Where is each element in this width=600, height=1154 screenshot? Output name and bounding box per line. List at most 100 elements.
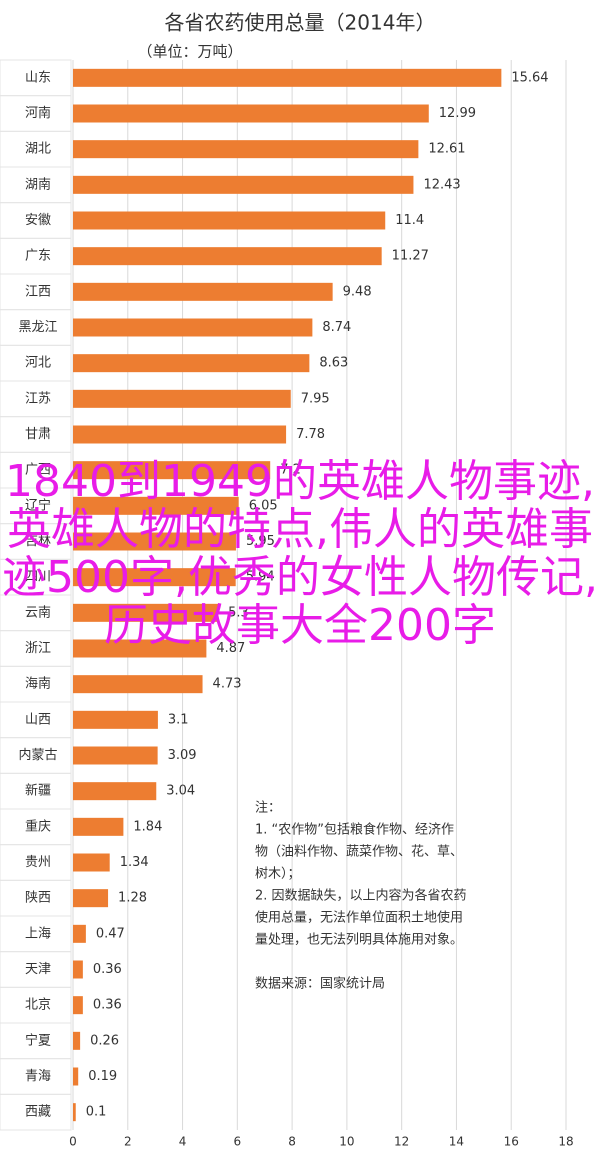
note-line: 量处理，也无法列明具体施用对象。 — [255, 933, 463, 948]
y-tick-label: 辽宁 — [25, 497, 51, 513]
y-tick-label: 江西 — [25, 284, 51, 299]
value-label: 11.27 — [392, 249, 429, 264]
note-line: 物（油料作物、蔬菜作物、花、草、 — [255, 844, 463, 860]
value-label: 11.4 — [395, 213, 424, 228]
y-tick-label: 上海 — [25, 926, 51, 941]
note-line: 树木）； — [255, 867, 301, 882]
value-label: 0.26 — [90, 1033, 119, 1048]
value-label: 0.36 — [93, 962, 122, 977]
bar — [73, 817, 124, 836]
bar — [73, 140, 419, 159]
bar — [73, 318, 313, 337]
y-tick-label: 山东 — [25, 70, 51, 85]
value-label: 1.84 — [133, 819, 162, 834]
bar — [73, 68, 502, 87]
value-label: 7.78 — [296, 427, 325, 442]
value-label: 0.47 — [96, 926, 125, 941]
x-tick-label: 14 — [449, 1135, 464, 1149]
y-tick-label: 云南 — [25, 604, 51, 620]
chart-title: 各省农药使用总量（2014年） — [165, 11, 436, 35]
value-label: 3.1 — [168, 712, 189, 727]
value-label: 1.28 — [118, 891, 147, 906]
y-tick-label: 河北 — [25, 356, 51, 371]
y-tick-label: 天津 — [25, 962, 51, 977]
value-label: 3.09 — [168, 748, 197, 763]
x-tick-label: 10 — [339, 1135, 354, 1149]
bar — [73, 960, 83, 979]
bar — [73, 675, 203, 694]
bar — [73, 746, 158, 765]
y-tick-label: 北京 — [25, 998, 51, 1013]
y-tick-label: 陕西 — [25, 891, 51, 906]
y-tick-label: 广西 — [25, 463, 51, 478]
value-label: 5.94 — [246, 570, 275, 585]
bar — [73, 996, 83, 1015]
note-line: 2. 因数据缺失，以上内容为各省农药 — [255, 888, 467, 904]
y-tick-label: 贵州 — [25, 855, 51, 870]
value-label: 5.95 — [246, 534, 275, 549]
x-tick-label: 16 — [504, 1135, 519, 1149]
x-tick-label: 18 — [558, 1135, 573, 1149]
category-cell — [0, 1093, 72, 1131]
y-tick-label: 青海 — [25, 1069, 51, 1084]
bar — [73, 1067, 79, 1086]
overlay-text: 1840到1949的英雄人物事迹,英雄人物的特点,伟人的英雄事迹500字,优秀的… — [2, 456, 598, 651]
y-tick-label: 重庆 — [25, 818, 51, 834]
value-label: 6.05 — [249, 498, 278, 513]
value-label: 12.43 — [423, 177, 460, 192]
bar — [73, 568, 236, 587]
y-tick-label: 山西 — [25, 712, 51, 727]
y-tick-label: 西藏 — [25, 1105, 51, 1120]
value-label: 7.95 — [301, 391, 330, 406]
y-tick-label: 河南 — [25, 105, 51, 121]
bar — [73, 425, 287, 444]
value-label: 9.48 — [343, 284, 372, 299]
bar — [73, 1031, 81, 1050]
y-tick-label: 宁夏 — [25, 1032, 51, 1048]
value-label: 8.63 — [319, 356, 348, 371]
y-tick-label: 广东 — [25, 249, 51, 264]
x-tick-label: 0 — [69, 1135, 77, 1149]
y-tick-label: 安徽 — [25, 213, 51, 228]
y-tick-label: 四川 — [25, 570, 51, 585]
y-tick-label: 甘肃 — [25, 427, 51, 442]
note-line: 注： — [255, 801, 281, 816]
bar — [73, 461, 271, 480]
bar — [73, 532, 236, 551]
x-tick-label: 12 — [394, 1135, 409, 1149]
x-tick-label: 8 — [288, 1135, 296, 1149]
bar — [73, 782, 157, 801]
value-label: 0.36 — [93, 998, 122, 1013]
value-label: 3.04 — [166, 784, 195, 799]
x-tick-label: 6 — [234, 1135, 242, 1149]
value-label: 12.61 — [428, 142, 465, 157]
value-label: 12.99 — [439, 106, 476, 121]
bar — [73, 175, 414, 194]
bar — [73, 710, 158, 729]
y-tick-label: 黑龙江 — [18, 320, 57, 335]
bar — [73, 389, 291, 408]
value-label: 4.73 — [213, 677, 242, 692]
y-tick-label: 吉林 — [25, 534, 51, 549]
value-label: 5.3 — [228, 605, 249, 620]
bar — [73, 247, 382, 266]
value-label: 0.1 — [86, 1105, 107, 1120]
y-tick-label: 海南 — [25, 676, 51, 692]
note-line: 数据来源：国家统计局 — [255, 976, 385, 992]
bar — [73, 354, 310, 373]
chart-subtitle: （单位：万吨） — [137, 43, 242, 61]
bar — [73, 282, 333, 301]
value-label: 4.87 — [216, 641, 245, 656]
y-tick-label: 浙江 — [25, 641, 51, 656]
y-tick-label: 新疆 — [25, 783, 51, 799]
bar — [73, 496, 239, 515]
x-tick-label: 2 — [124, 1135, 132, 1149]
value-label: 1.34 — [120, 855, 149, 870]
value-label: 7.2 — [280, 463, 301, 478]
note-line: 使用总量，无法作单位面积土地使用 — [255, 910, 463, 926]
value-label: 8.74 — [322, 320, 351, 335]
bar — [73, 889, 109, 908]
value-label: 15.64 — [511, 70, 548, 85]
